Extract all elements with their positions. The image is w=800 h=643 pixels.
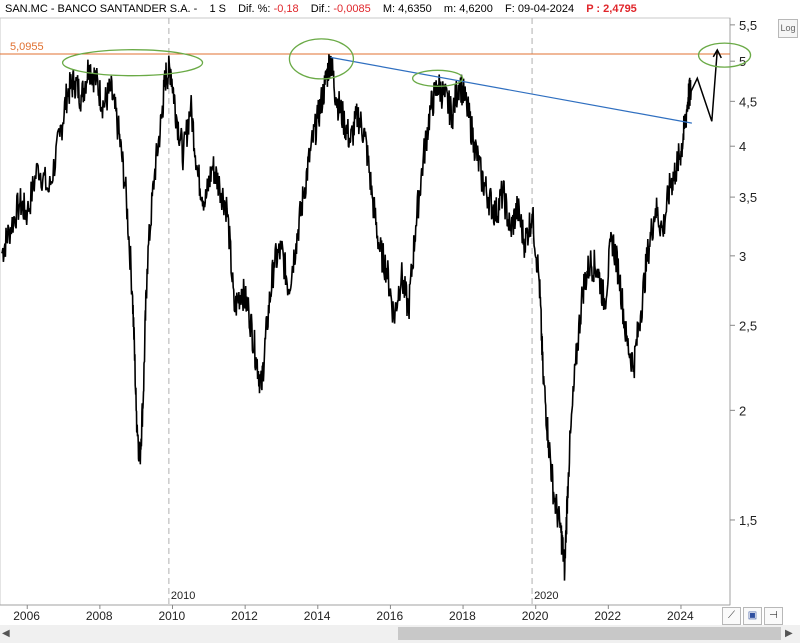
- symbol-label: SAN.MC - BANCO SANTANDER S.A. -: [5, 3, 198, 15]
- y-tick-label: 1,5: [739, 513, 757, 528]
- min-label: m:: [443, 3, 457, 15]
- price-label: P :: [586, 3, 601, 15]
- x-tick-label: 2014: [304, 609, 331, 623]
- x-tick-label: 2010: [159, 609, 186, 623]
- y-tick-label: 2,5: [739, 318, 757, 333]
- highlight-ellipse: [697, 42, 752, 68]
- save-button[interactable]: ▣: [743, 607, 762, 625]
- x-tick-label: 2016: [376, 609, 403, 623]
- y-tick-label: 5,5: [739, 18, 757, 33]
- highlight-ellipse: [411, 69, 464, 87]
- scrollbar-thumb[interactable]: [398, 627, 781, 640]
- price-value: 2,4795: [603, 3, 637, 15]
- chart-header: SAN.MC - BANCO SANTANDER S.A. - 1 S Dif.…: [0, 0, 745, 18]
- y-tick-label: 4: [739, 139, 746, 154]
- y-tick-label: 2: [739, 403, 746, 418]
- scroll-right-icon[interactable]: ▶: [785, 628, 793, 639]
- max-value: 4,6350: [398, 3, 432, 15]
- x-tick-label: 2018: [449, 609, 476, 623]
- year-separator-label: 2020: [534, 590, 558, 602]
- x-tick-label: 2008: [86, 609, 113, 623]
- x-tick-label: 2012: [231, 609, 258, 623]
- save-icon: ▣: [747, 610, 758, 621]
- dif-value: -0,0085: [333, 3, 371, 15]
- resistance-label: 5,0955: [10, 41, 44, 53]
- pin-button[interactable]: ⊣: [764, 607, 783, 625]
- period-label: 1 S: [209, 3, 226, 15]
- log-scale-button[interactable]: Log: [778, 19, 798, 38]
- max-label: M:: [382, 3, 396, 15]
- price-series-line: [1, 54, 692, 581]
- x-tick-label: 2024: [667, 609, 694, 623]
- y-tick-label: 4,5: [739, 94, 757, 109]
- highlight-ellipse: [288, 38, 355, 80]
- dif-pct-value: -0,18: [273, 3, 299, 15]
- zoom-icon: ⟋: [728, 610, 735, 621]
- dif-label: Dif.:: [310, 3, 331, 15]
- projection-arrowhead: [712, 48, 722, 59]
- year-separator-label: 2010: [171, 590, 195, 602]
- zoom-button[interactable]: ⟋: [722, 607, 741, 625]
- x-tick-label: 2022: [594, 609, 621, 623]
- plot-frame: [0, 17, 731, 606]
- y-tick-label: 5: [739, 54, 746, 69]
- scroll-left-icon[interactable]: ◀: [2, 628, 10, 639]
- date-value: 09-04-2024: [517, 3, 575, 15]
- x-tick-label: 2020: [522, 609, 549, 623]
- y-tick-label: 3,5: [739, 190, 757, 205]
- price-chart[interactable]: 1,5 2 2,5 3 3,5 4 4,5 5 5,5 2006 2008 2010 2012 2014 2…: [0, 0, 800, 625]
- x-tick-label: 2006: [13, 609, 40, 623]
- pin-icon: ⊣: [769, 610, 778, 621]
- highlight-ellipse: [61, 49, 204, 77]
- projection-path: [690, 49, 719, 122]
- dif-pct-label: Dif. %:: [238, 3, 271, 15]
- y-tick-label: 3: [739, 249, 746, 264]
- min-value: 4,6200: [459, 3, 493, 15]
- trend-line: [330, 56, 692, 124]
- date-label: F:: [504, 3, 515, 15]
